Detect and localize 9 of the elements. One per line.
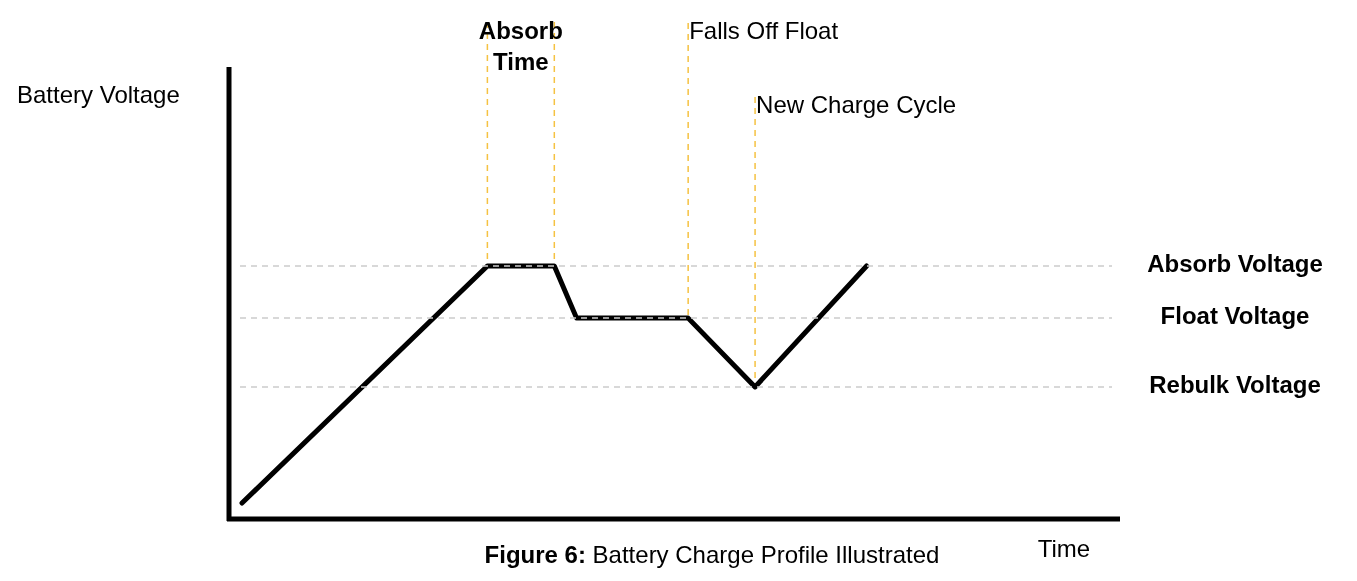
text: Battery Voltage [17,81,180,109]
text: New Charge Cycle [756,91,957,119]
text: Falls Off Float [689,17,839,45]
ref-line-label: Absorb Voltage [1147,250,1323,278]
text: Absorb Time [478,17,563,76]
ref-line-label: Float Voltage [1160,302,1310,330]
x-axis-title: Time [1037,535,1091,563]
caption: Figure 6: Battery Charge Profile Illustrated [484,541,940,569]
ref-line-label: Rebulk Voltage [1149,371,1321,399]
